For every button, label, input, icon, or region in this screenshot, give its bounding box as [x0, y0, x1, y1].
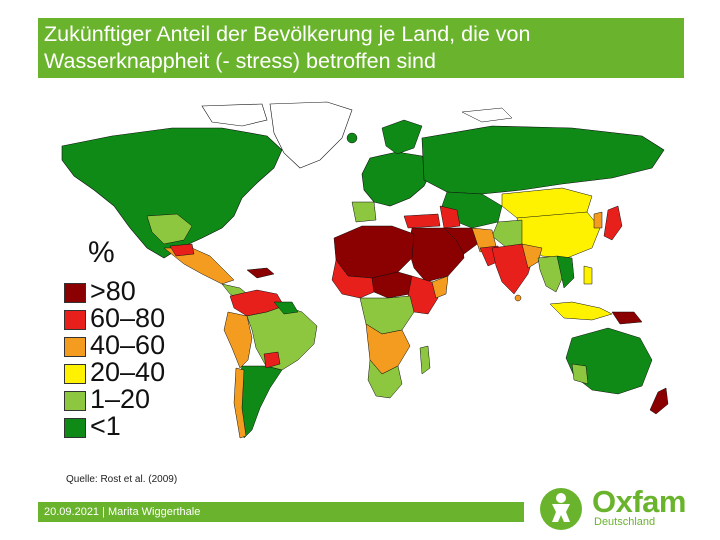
region-western-us [146, 213, 193, 245]
legend-item: 20–40 [64, 357, 194, 388]
region-china-west [491, 219, 523, 249]
footer-text: 20.09.2021 | Marita Wiggerthale [44, 506, 201, 518]
legend-item: <1 [64, 411, 194, 442]
legend-title: % [88, 236, 115, 269]
source-note: Quelle: Rost et al. (2009) [66, 474, 178, 485]
region-north-africa [333, 225, 415, 279]
legend-swatch [64, 418, 86, 438]
region-australia [565, 327, 653, 395]
region-iran [443, 227, 481, 255]
region-caribbean [246, 267, 275, 279]
legend-swatch [64, 364, 86, 384]
footer-bar: 20.09.2021 | Marita Wiggerthale [38, 502, 524, 522]
map-legend: % >80 60–80 40–60 20–40 1–20 <1 [62, 236, 192, 448]
legend-item: 40–60 [64, 330, 194, 361]
logo-subtitle: Deutschland [594, 516, 656, 528]
region-chile [233, 367, 247, 439]
legend-item: >80 [64, 276, 194, 307]
region-caspian-dry [439, 205, 461, 229]
region-scandinavia [381, 119, 423, 155]
region-indochina [556, 255, 575, 289]
legend-swatch [64, 391, 86, 411]
region-sa-west [223, 311, 253, 369]
legend-swatch [64, 337, 86, 357]
region-iberia [351, 201, 377, 223]
region-papua [611, 311, 643, 325]
legend-label: 20–40 [90, 357, 166, 387]
region-north-mexico [169, 243, 195, 257]
region-india-east [521, 243, 543, 269]
region-mexico [163, 247, 235, 285]
region-southern-africa [367, 359, 403, 399]
oxfam-logo-icon [540, 488, 582, 530]
legend-label: 1–20 [90, 384, 151, 414]
world-map-svg [61, 101, 669, 439]
region-europe [361, 151, 433, 207]
region-paraguay [263, 351, 281, 369]
region-sri-lanka [514, 294, 522, 302]
region-russian-arctic [461, 107, 513, 123]
region-russia [421, 125, 665, 195]
region-horn [431, 275, 449, 299]
region-brazil [246, 305, 318, 371]
region-new-zealand [649, 387, 669, 415]
logo-wordmark: Oxfam [592, 484, 686, 519]
region-north-america [61, 127, 283, 259]
slide-title: Zukünftiger Anteil der Bevölkerung je La… [44, 22, 531, 73]
legend-item: 60–80 [64, 303, 194, 334]
region-indonesia [549, 301, 613, 321]
region-philippines [583, 265, 593, 285]
legend-swatch [64, 310, 86, 330]
legend-label: 60–80 [90, 303, 166, 333]
region-guianas [273, 301, 299, 315]
world-map [52, 98, 672, 450]
region-japan [603, 205, 623, 241]
region-iceland [346, 132, 358, 144]
legend-item: 1–20 [64, 384, 194, 415]
region-west-africa [331, 259, 375, 299]
oxfam-logo: Oxfam Deutschland [540, 484, 700, 532]
region-greenland [269, 101, 353, 169]
oxfam-figure-icon [552, 493, 570, 522]
legend-label: <1 [90, 411, 121, 441]
region-korea [593, 211, 603, 229]
title-bar: Zukünftiger Anteil der Bevölkerung je La… [38, 18, 684, 78]
region-arctic-islands [201, 103, 268, 127]
region-madagascar [419, 345, 431, 375]
legend-label: >80 [90, 276, 136, 306]
legend-label: 40–60 [90, 330, 166, 360]
region-australia-sw [571, 363, 589, 385]
region-turkey [403, 213, 441, 229]
legend-swatch [64, 283, 86, 303]
